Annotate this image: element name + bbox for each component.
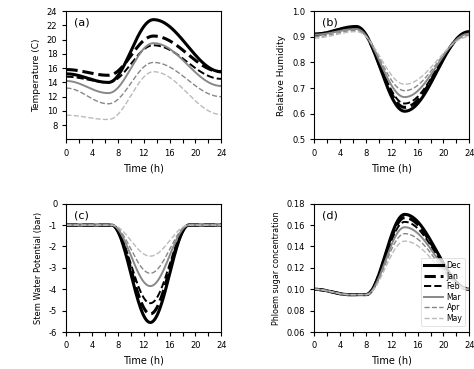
- Y-axis label: Stem Water Potential (bar): Stem Water Potential (bar): [35, 212, 44, 324]
- Line: May: May: [314, 241, 469, 294]
- Line: Jan: Jan: [314, 218, 469, 294]
- Mar: [466, 287, 472, 292]
- Mar: [311, 287, 317, 292]
- Apr: [436, 261, 441, 265]
- Mar: [347, 292, 353, 297]
- Dec: [402, 212, 408, 217]
- May: [466, 287, 472, 292]
- Legend: Dec, Jan, Feb, Mar, Apr, May: Dec, Jan, Feb, Mar, Apr, May: [420, 258, 465, 326]
- Jan: [311, 287, 317, 292]
- Line: Dec: Dec: [314, 214, 469, 294]
- Dec: [466, 287, 472, 292]
- X-axis label: Time (h): Time (h): [123, 356, 164, 366]
- May: [327, 289, 333, 294]
- Dec: [433, 247, 438, 251]
- Jan: [374, 278, 380, 282]
- Apr: [433, 257, 438, 262]
- May: [433, 261, 438, 266]
- Apr: [466, 287, 472, 292]
- X-axis label: Time (h): Time (h): [371, 356, 412, 366]
- Y-axis label: Temperature (C): Temperature (C): [32, 38, 41, 112]
- Text: (b): (b): [322, 17, 338, 28]
- Dec: [347, 292, 353, 297]
- May: [347, 292, 353, 297]
- Jan: [327, 289, 333, 294]
- Feb: [374, 279, 380, 283]
- Dec: [327, 289, 333, 294]
- Feb: [433, 251, 438, 255]
- Jan: [466, 287, 472, 292]
- Text: (c): (c): [74, 210, 89, 220]
- Apr: [311, 287, 317, 292]
- May: [380, 271, 385, 276]
- Y-axis label: Phloem sugar concentration: Phloem sugar concentration: [272, 211, 281, 325]
- Dec: [380, 261, 385, 265]
- Feb: [418, 230, 424, 234]
- Dec: [374, 277, 380, 282]
- Dec: [418, 223, 424, 228]
- Jan: [347, 292, 353, 297]
- May: [418, 246, 424, 251]
- Line: Feb: Feb: [314, 222, 469, 294]
- X-axis label: Time (h): Time (h): [371, 163, 412, 173]
- Jan: [436, 254, 441, 258]
- Apr: [402, 231, 408, 236]
- Apr: [347, 292, 353, 297]
- Y-axis label: Relative Humidity: Relative Humidity: [277, 35, 286, 116]
- Dec: [311, 287, 317, 292]
- Dec: [436, 252, 441, 256]
- Line: Apr: Apr: [314, 234, 469, 294]
- Mar: [402, 225, 408, 230]
- Mar: [433, 254, 438, 258]
- May: [436, 265, 441, 269]
- Mar: [418, 234, 424, 239]
- Jan: [402, 215, 408, 220]
- Apr: [380, 268, 385, 273]
- May: [311, 287, 317, 292]
- Apr: [327, 289, 333, 294]
- Jan: [380, 262, 385, 266]
- Feb: [402, 220, 408, 224]
- Mar: [380, 266, 385, 270]
- Apr: [418, 240, 424, 244]
- Mar: [374, 280, 380, 284]
- Jan: [433, 249, 438, 253]
- Mar: [436, 258, 441, 262]
- Mar: [327, 289, 333, 294]
- Text: (d): (d): [322, 210, 338, 220]
- Line: Mar: Mar: [314, 227, 469, 294]
- Text: (a): (a): [74, 17, 90, 28]
- Feb: [436, 255, 441, 260]
- May: [374, 282, 380, 287]
- Feb: [327, 289, 333, 294]
- Feb: [466, 287, 472, 292]
- Feb: [311, 287, 317, 292]
- Feb: [347, 292, 353, 297]
- X-axis label: Time (h): Time (h): [123, 163, 164, 173]
- Apr: [374, 281, 380, 285]
- Feb: [380, 264, 385, 268]
- May: [402, 239, 408, 244]
- Jan: [418, 226, 424, 231]
